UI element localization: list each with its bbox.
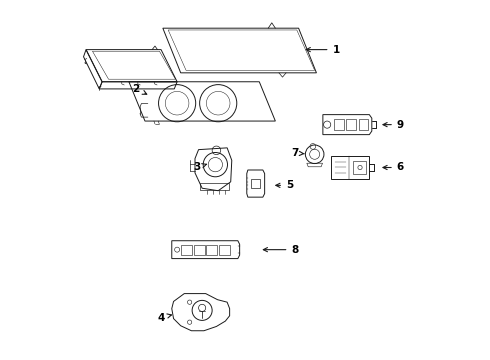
Text: 4: 4	[157, 312, 171, 323]
Text: 6: 6	[383, 162, 404, 172]
Text: 7: 7	[292, 148, 304, 158]
Text: 2: 2	[132, 84, 147, 94]
Text: 1: 1	[306, 45, 340, 55]
Text: 5: 5	[276, 180, 294, 190]
Text: 8: 8	[263, 245, 298, 255]
Text: 3: 3	[193, 162, 206, 172]
Text: 9: 9	[383, 120, 404, 130]
